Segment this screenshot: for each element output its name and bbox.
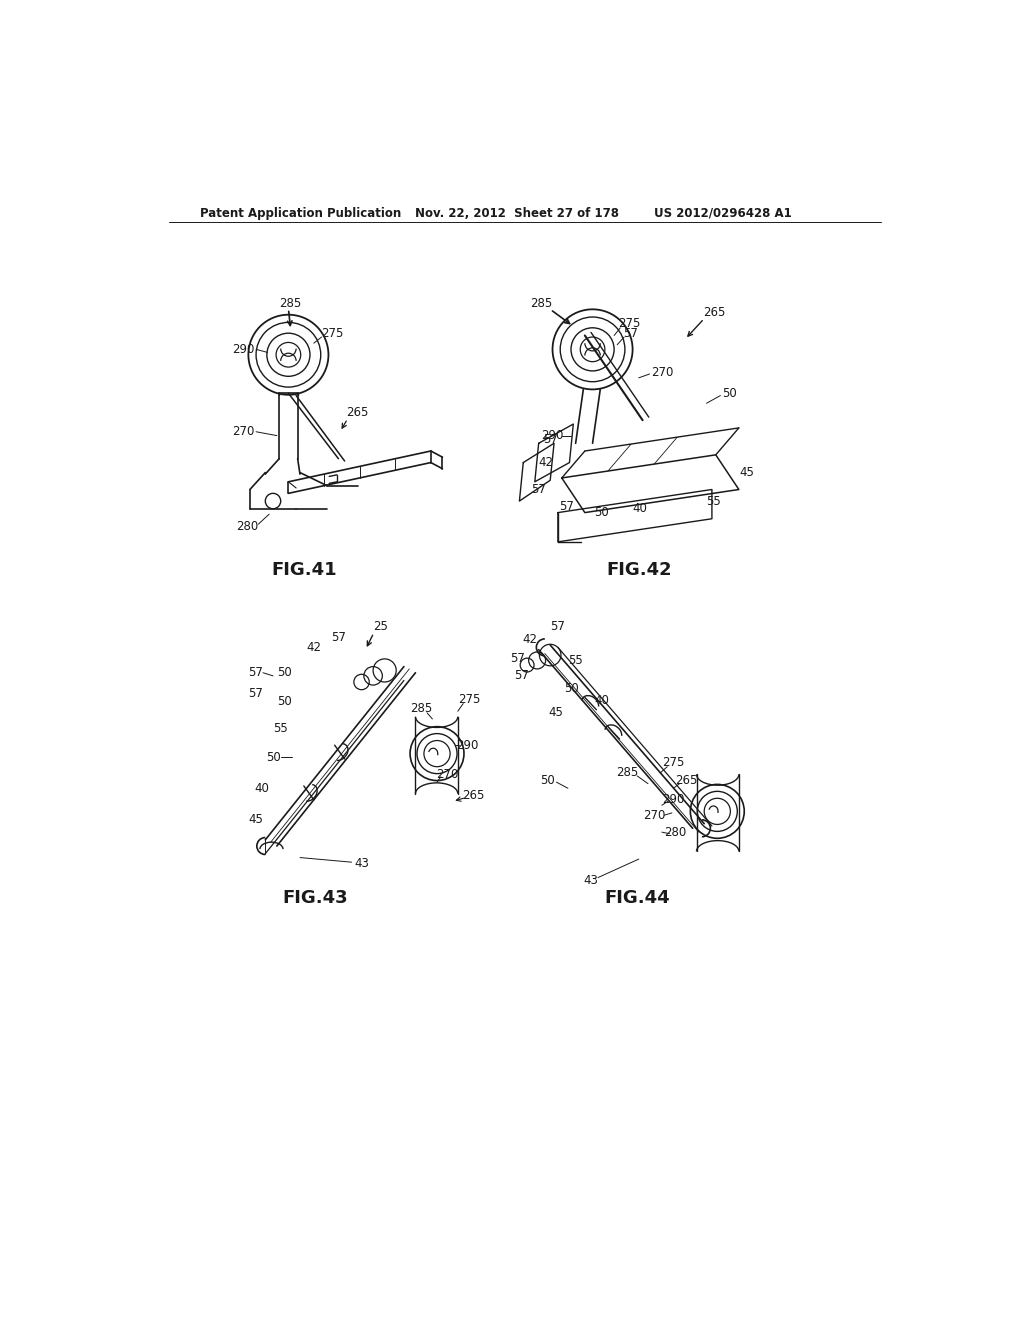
- Text: 45: 45: [548, 706, 563, 719]
- Text: 270: 270: [650, 366, 673, 379]
- Text: 265: 265: [703, 306, 725, 319]
- Text: 290: 290: [456, 739, 478, 751]
- Text: 57: 57: [543, 433, 558, 446]
- Text: 50: 50: [564, 681, 580, 694]
- Text: 25: 25: [374, 620, 388, 634]
- Text: 43: 43: [584, 874, 598, 887]
- Text: FIG.43: FIG.43: [283, 888, 348, 907]
- Text: 42: 42: [522, 634, 537, 647]
- Text: 57: 57: [559, 500, 573, 513]
- Text: 285: 285: [530, 297, 553, 310]
- Text: FIG.44: FIG.44: [604, 888, 670, 907]
- Text: 275: 275: [618, 317, 641, 330]
- Text: FIG.41: FIG.41: [271, 561, 337, 579]
- Text: 285: 285: [280, 297, 302, 310]
- Text: 57: 57: [510, 652, 524, 665]
- Text: 265: 265: [346, 407, 369, 418]
- Text: 55: 55: [707, 495, 721, 508]
- Text: 275: 275: [322, 327, 343, 341]
- Text: 50: 50: [278, 667, 292, 680]
- Text: 275: 275: [663, 756, 685, 770]
- Text: US 2012/0296428 A1: US 2012/0296428 A1: [654, 206, 792, 219]
- Text: 57: 57: [551, 620, 565, 634]
- Text: 40: 40: [594, 694, 609, 708]
- Text: Nov. 22, 2012  Sheet 27 of 178: Nov. 22, 2012 Sheet 27 of 178: [416, 206, 620, 219]
- Text: 50: 50: [594, 506, 609, 519]
- Text: 57: 57: [248, 686, 263, 700]
- Text: 270: 270: [436, 768, 459, 781]
- Text: 280: 280: [665, 825, 687, 838]
- Text: 280: 280: [237, 520, 259, 533]
- Text: 42: 42: [539, 455, 554, 469]
- Text: FIG.42: FIG.42: [606, 561, 672, 579]
- Text: 57: 57: [248, 667, 263, 680]
- Text: 270: 270: [232, 425, 255, 438]
- Text: 55: 55: [568, 653, 583, 667]
- Text: 50: 50: [722, 387, 737, 400]
- Text: 270: 270: [643, 809, 666, 822]
- Text: 57: 57: [331, 631, 346, 644]
- Text: Patent Application Publication: Patent Application Publication: [200, 206, 401, 219]
- Text: 57: 57: [531, 483, 546, 496]
- Text: 57: 57: [624, 327, 639, 341]
- Text: 45: 45: [249, 813, 263, 825]
- Text: 290: 290: [542, 429, 563, 442]
- Text: 285: 285: [410, 702, 432, 714]
- Text: 275: 275: [458, 693, 480, 706]
- Text: 42: 42: [306, 640, 322, 653]
- Text: 265: 265: [462, 789, 484, 803]
- Text: 290: 290: [663, 792, 685, 805]
- Text: 45: 45: [739, 466, 754, 479]
- Text: 57: 57: [514, 669, 529, 682]
- Text: 285: 285: [616, 767, 638, 779]
- Text: 290: 290: [232, 343, 255, 356]
- Text: 40: 40: [254, 781, 269, 795]
- Text: 50: 50: [541, 774, 555, 787]
- Text: 40: 40: [633, 502, 648, 515]
- Text: 265: 265: [675, 774, 697, 787]
- Text: 43: 43: [354, 857, 369, 870]
- Text: 50: 50: [278, 694, 292, 708]
- Text: 50: 50: [265, 751, 281, 764]
- Text: 55: 55: [273, 722, 288, 735]
